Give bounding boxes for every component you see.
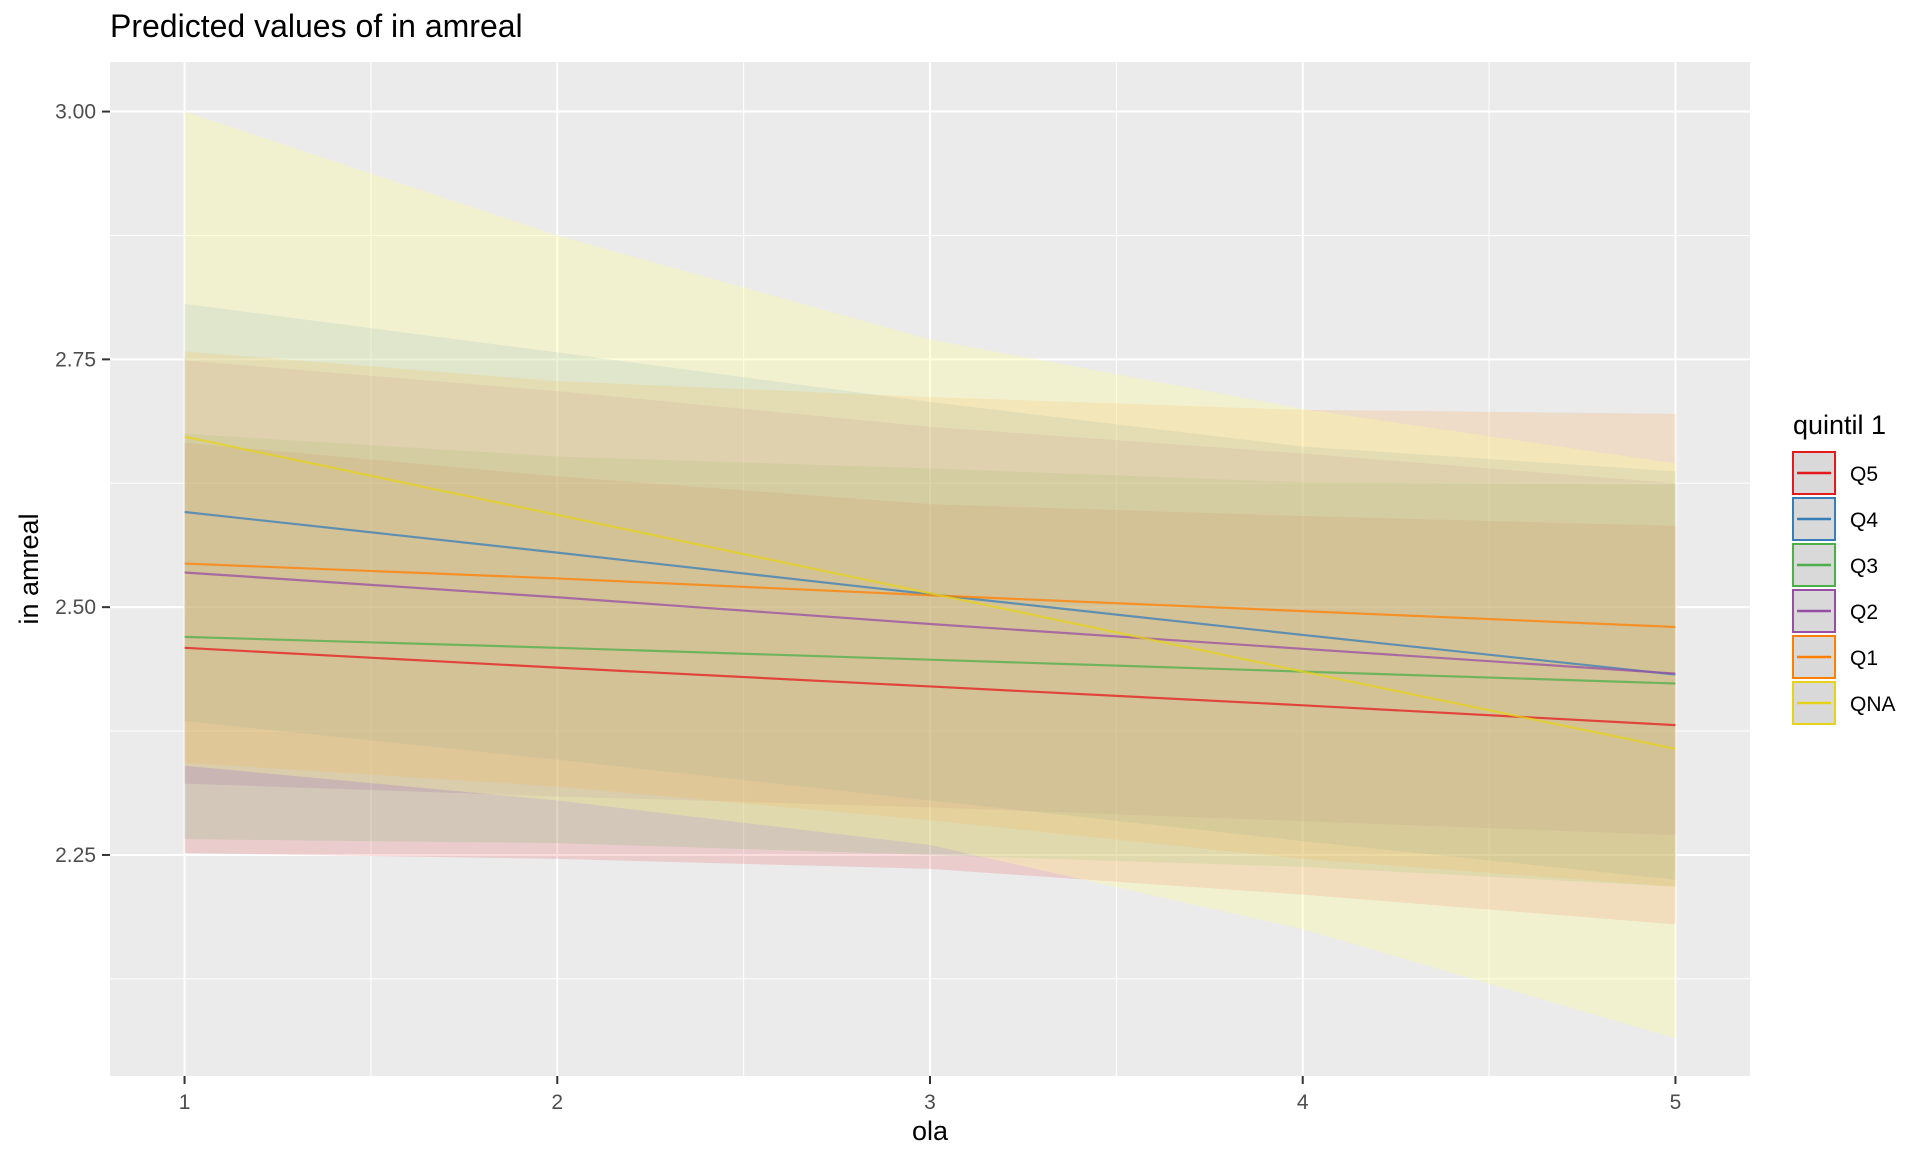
legend-item-q1: Q1 <box>1792 635 1878 679</box>
legend-label: Q5 <box>1850 463 1878 486</box>
confidence-band-qna <box>184 111 1676 1039</box>
chart-title: Predicted values of in amreal <box>110 8 523 44</box>
x-tick-label: 2 <box>551 1091 563 1114</box>
x-tick-label: 5 <box>1670 1091 1682 1114</box>
y-axis: 2.25 2.50 2.75 3.00 <box>55 101 110 867</box>
x-axis-title: ola <box>912 1116 949 1146</box>
legend-item-qna: QNA <box>1792 681 1896 725</box>
legend-label: Q3 <box>1850 555 1878 578</box>
x-tick-label: 4 <box>1297 1091 1309 1114</box>
x-tick-label: 3 <box>924 1091 936 1114</box>
x-tick-label: 1 <box>179 1091 191 1114</box>
series-line-q2 <box>184 571 1676 675</box>
confidence-band-q1 <box>184 351 1676 887</box>
series-line-q1 <box>184 562 1676 629</box>
y-tick-label: 2.25 <box>55 844 96 867</box>
x-axis: 1 2 3 4 5 <box>179 1076 1682 1114</box>
y-tick-label: 3.00 <box>55 101 96 124</box>
confidence-band-q5 <box>184 442 1676 925</box>
legend-label: Q2 <box>1850 601 1878 624</box>
grid-major <box>110 62 1750 1076</box>
y-axis-title: in amreal <box>14 513 44 624</box>
legend-item-q4: Q4 <box>1792 497 1878 541</box>
legend-label: Q1 <box>1850 647 1878 670</box>
confidence-bands <box>184 111 1676 1039</box>
series-line-qna <box>184 435 1676 750</box>
legend-item-q3: Q3 <box>1792 543 1878 587</box>
confidence-band-q4 <box>184 303 1676 880</box>
series-lines <box>184 435 1676 750</box>
series-line-q5 <box>184 646 1676 727</box>
legend-label: QNA <box>1850 693 1896 716</box>
legend-item-q2: Q2 <box>1792 589 1878 633</box>
series-line-q3 <box>184 635 1676 685</box>
legend-title: quintil 1 <box>1793 410 1886 440</box>
legend-label: Q4 <box>1850 509 1878 532</box>
legend-item-q5: Q5 <box>1792 451 1878 495</box>
confidence-band-q2 <box>184 360 1676 836</box>
y-tick-label: 2.50 <box>55 596 96 619</box>
legend: quintil 1 Q5 Q4 Q3 Q2 Q1 QNA <box>1792 410 1896 725</box>
y-tick-label: 2.75 <box>55 348 96 371</box>
